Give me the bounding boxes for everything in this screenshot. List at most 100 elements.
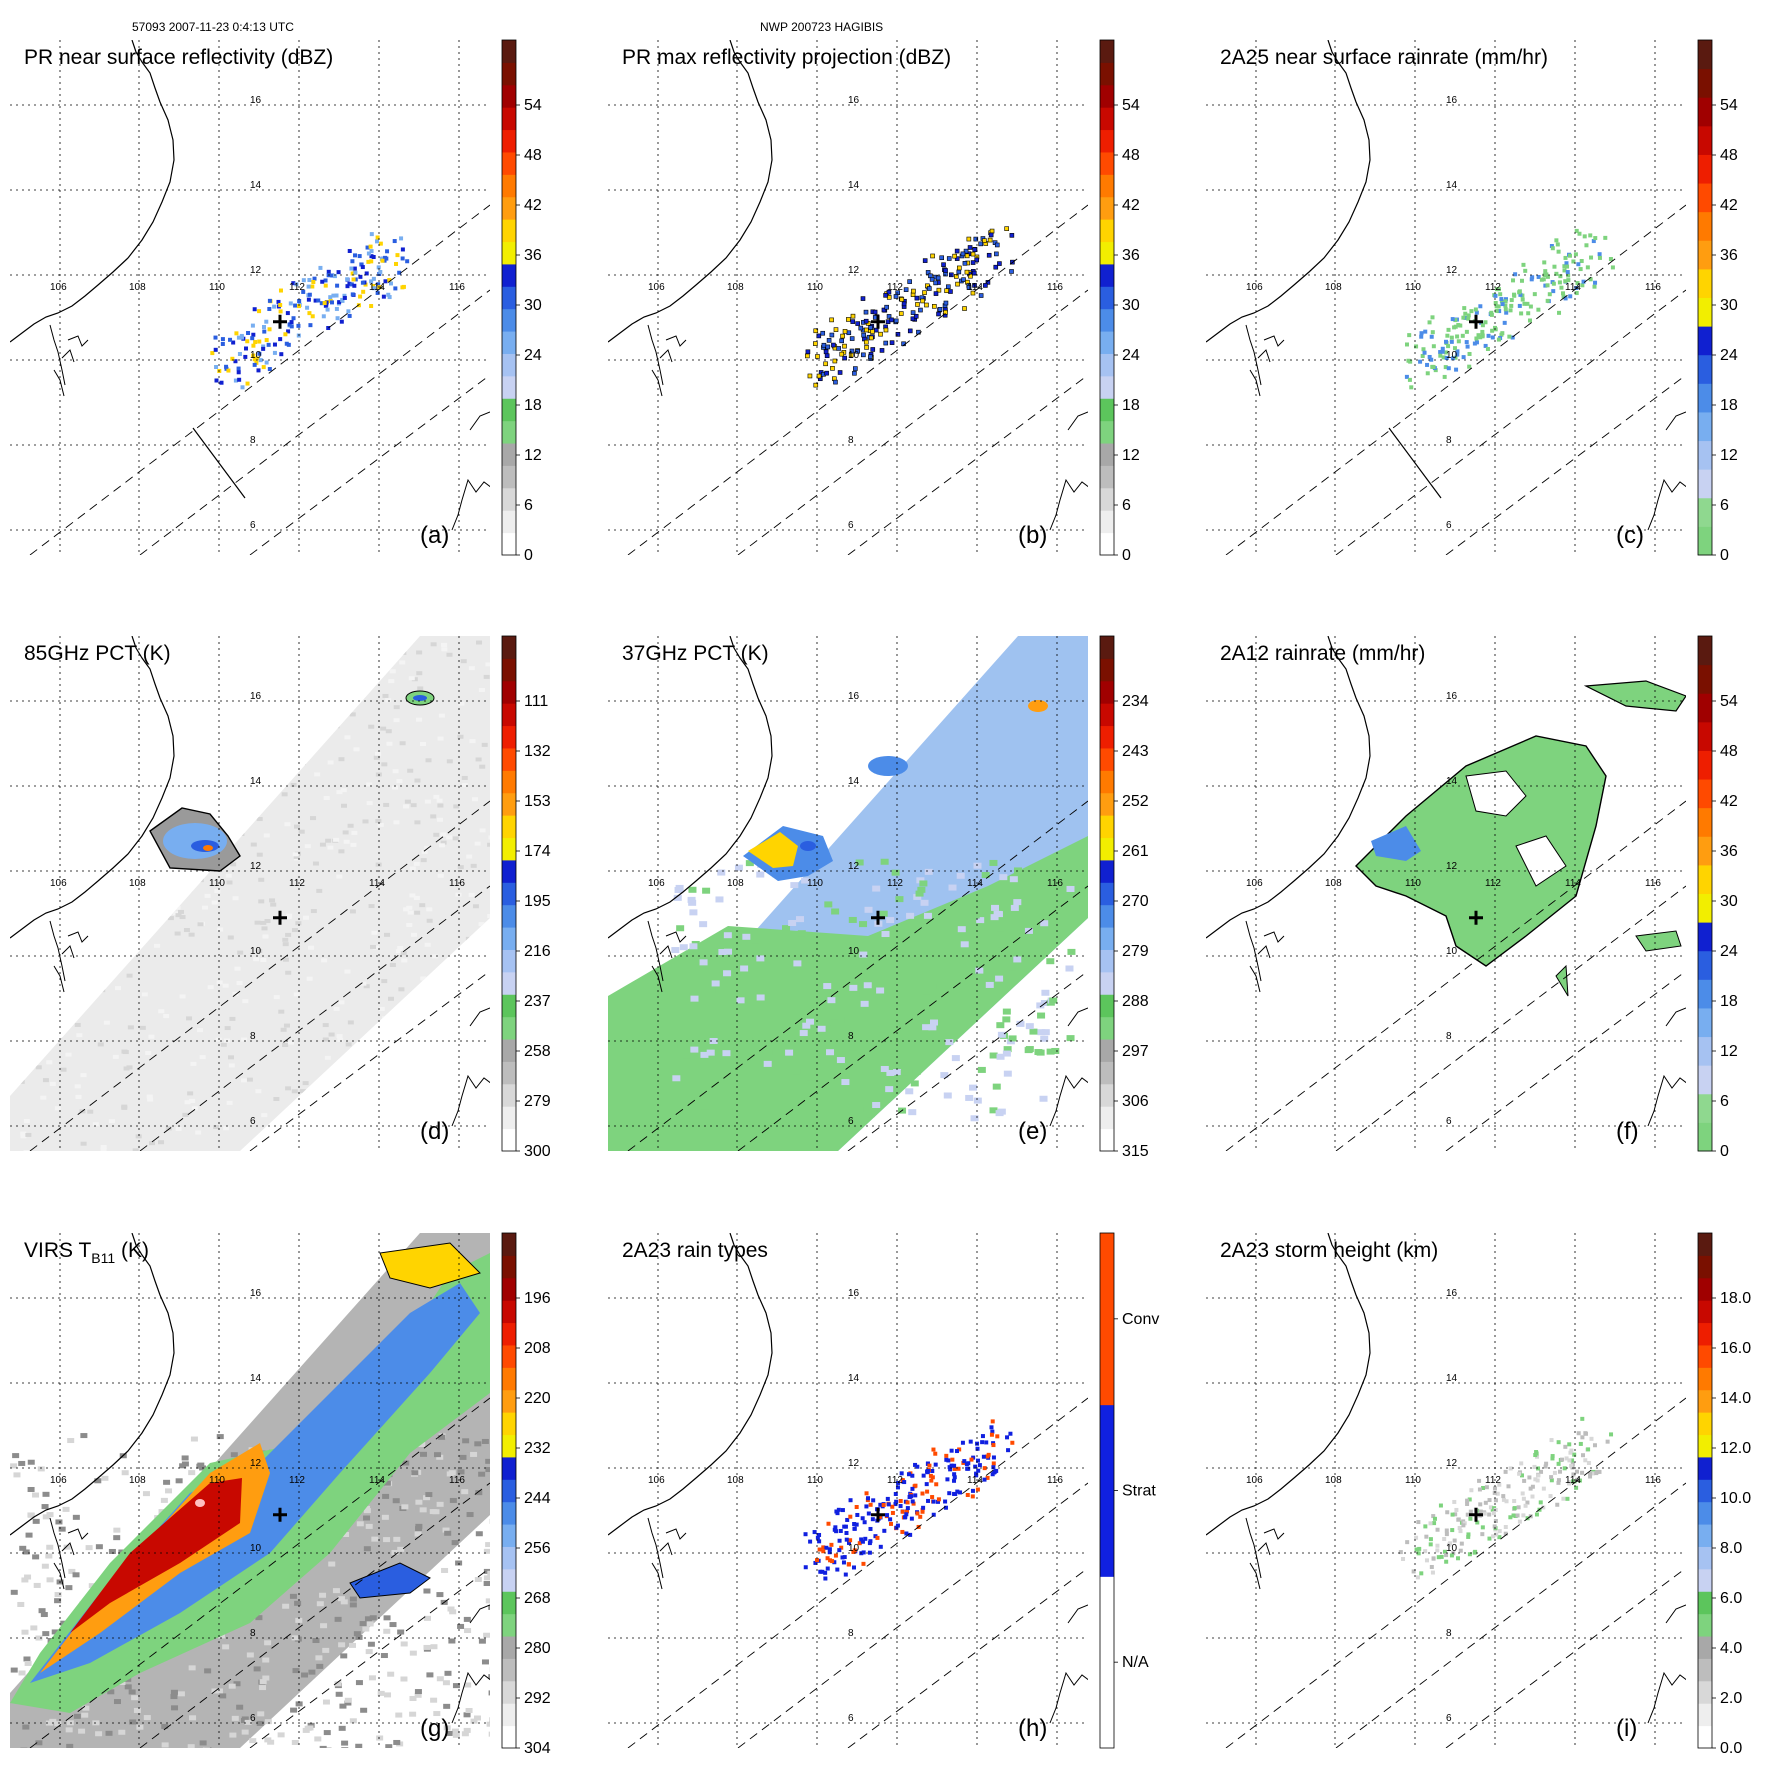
field-pixel <box>991 1461 996 1466</box>
field-pixel <box>382 258 387 263</box>
colorbar-seg <box>1100 263 1114 287</box>
field-pixel <box>972 283 977 288</box>
field-pixel <box>350 259 355 264</box>
field-pixel <box>378 241 383 246</box>
field-pixel <box>1416 1551 1421 1556</box>
swath-edge <box>29 1397 490 1748</box>
field-pixel <box>974 1471 979 1476</box>
pixel <box>204 758 211 763</box>
pixel <box>147 795 154 800</box>
pixel <box>476 640 483 645</box>
pixel <box>89 957 96 962</box>
pixel <box>1002 1050 1011 1057</box>
colorbar-seg <box>1100 837 1114 861</box>
pixel <box>414 910 421 915</box>
field-pixel <box>1536 1473 1541 1478</box>
pixel <box>463 1616 471 1622</box>
field-pixel <box>911 288 916 294</box>
pixel <box>241 1078 248 1083</box>
colorbar-seg <box>1100 1404 1114 1577</box>
field-pixel <box>1463 311 1468 316</box>
pixel <box>923 912 932 919</box>
field-pixel <box>1424 1558 1429 1563</box>
pixel <box>10 1589 18 1595</box>
pixel <box>368 904 375 909</box>
field-pixel <box>922 258 928 263</box>
field-pixel <box>1580 1416 1585 1421</box>
colorbar-label: 12 <box>1720 1043 1738 1060</box>
pixel <box>797 930 806 937</box>
field-pixel <box>836 1507 841 1512</box>
lat-label: 10 <box>1446 1543 1458 1554</box>
colorbar-seg <box>502 1277 516 1301</box>
pixel <box>230 862 237 867</box>
pixel <box>974 923 983 930</box>
lat-label: 6 <box>250 1713 256 1724</box>
field-pixel <box>1583 1431 1588 1436</box>
field-pixel <box>1508 1515 1513 1520</box>
field-pixel <box>926 1498 931 1503</box>
field-pixel <box>1541 1505 1546 1510</box>
pixel <box>188 1665 196 1671</box>
colorbar-label: 48 <box>1720 743 1738 760</box>
pixel <box>383 1615 391 1621</box>
colorbar-seg <box>502 129 516 153</box>
field-pixel <box>989 1425 994 1430</box>
field-pixel <box>915 1511 920 1516</box>
field-pixel <box>352 283 357 288</box>
pixel <box>443 1703 451 1709</box>
pixel <box>324 1055 331 1060</box>
pixel <box>770 969 779 976</box>
colorbar-seg <box>1698 1434 1712 1458</box>
pixel <box>736 997 745 1004</box>
pixel <box>824 901 833 908</box>
colorbar-seg <box>1100 107 1114 131</box>
pixel <box>65 1585 73 1591</box>
field-pixel <box>954 248 960 254</box>
pixel <box>457 865 464 870</box>
lon-label: 114 <box>369 1475 385 1486</box>
colorbar-seg <box>1698 211 1712 241</box>
pixel <box>60 1067 67 1072</box>
pixel <box>174 931 181 936</box>
field-pixel <box>1449 1553 1454 1558</box>
field-pixel <box>863 1536 868 1541</box>
pixel <box>27 1486 35 1492</box>
pixel <box>46 832 53 837</box>
cross-section-line <box>192 427 246 499</box>
field-pixel <box>1567 1458 1572 1463</box>
pixel <box>397 1546 405 1552</box>
field-pixel <box>1578 267 1583 272</box>
pixel <box>833 1011 842 1018</box>
colorbar-seg <box>502 1344 516 1368</box>
pixel <box>325 721 332 726</box>
field-pixel <box>210 351 215 356</box>
field-pixel <box>1506 1484 1511 1489</box>
pixel <box>433 832 440 837</box>
field-pixel <box>1405 342 1410 347</box>
colorbar-label: 24 <box>1122 347 1140 364</box>
field-pixel <box>885 1496 890 1501</box>
lat-label: 16 <box>1446 95 1458 106</box>
pixel <box>181 707 188 712</box>
colorbar-seg <box>502 286 516 310</box>
field-pixel <box>1589 255 1594 260</box>
pixel <box>410 803 417 808</box>
field-pixel <box>808 1539 813 1544</box>
pixel <box>385 698 392 703</box>
field-pixel <box>1545 298 1550 303</box>
pixel <box>297 1127 304 1132</box>
field-pixel <box>214 364 219 369</box>
colorbar-seg <box>1698 1680 1712 1704</box>
field-pixel <box>1562 1466 1567 1471</box>
field-pixel <box>860 296 866 301</box>
pixel <box>82 1705 90 1711</box>
field-pixel <box>803 1565 808 1570</box>
field-pixel <box>1559 285 1564 290</box>
pixel <box>108 1119 115 1124</box>
field-pixel <box>813 341 818 346</box>
field-pixel <box>991 1465 996 1470</box>
field-pixel <box>954 256 960 261</box>
pixel <box>332 1588 340 1594</box>
